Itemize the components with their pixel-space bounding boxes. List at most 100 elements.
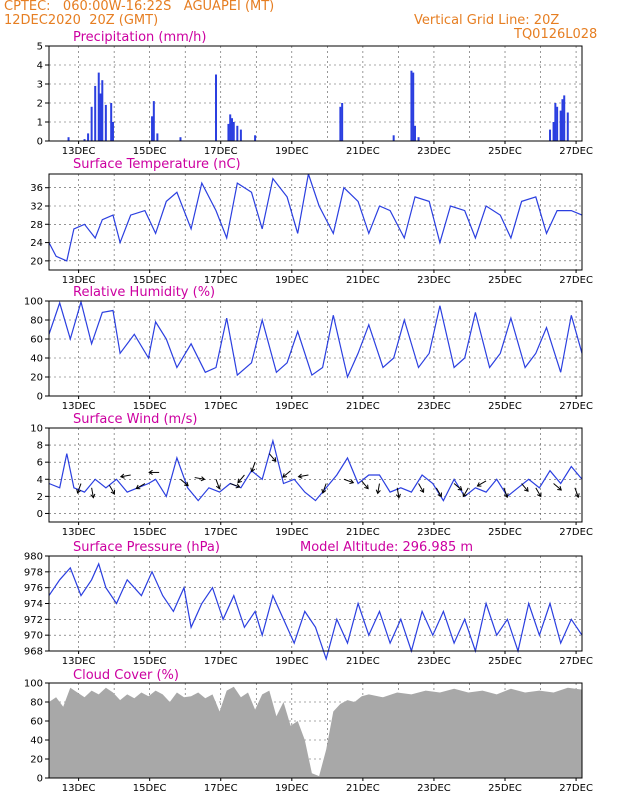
- panel-4: 968 970 972 974 976 978 980 13DEC 15DEC 17DEC 19DE…: [24, 540, 593, 667]
- wind-arrow: [215, 479, 220, 489]
- precip-bar: [563, 95, 566, 141]
- precip-bar: [410, 70, 413, 141]
- wind-arrow: [521, 483, 529, 492]
- wind-arrow-head: [419, 488, 425, 494]
- x-tick-label: 15DEC: [133, 275, 167, 286]
- wind-arrow: [553, 483, 562, 491]
- y-tick-label: 10: [30, 424, 43, 435]
- precip-bar: [99, 93, 102, 141]
- precip-bar: [412, 72, 415, 141]
- wind-arrow-head: [395, 493, 401, 499]
- wind-arrow-head: [235, 483, 241, 489]
- panel-1: 20 24 28 32 36 13DEC 15DEC 17DEC 19DEC 21DEC 23DEC…: [30, 157, 593, 286]
- x-tick-label: 17DEC: [204, 401, 238, 412]
- wind-arrow-head: [119, 473, 125, 479]
- y-tick-label: 2: [37, 99, 43, 110]
- panel-frame: [48, 427, 583, 523]
- precip-bar: [413, 125, 416, 141]
- y-tick-label: 20: [30, 373, 43, 384]
- precip-bar: [552, 122, 555, 141]
- y-tick-label: 1: [37, 118, 43, 129]
- wind-arrow: [574, 487, 579, 498]
- wind-arrow-head: [364, 484, 369, 490]
- wind-arrow: [237, 474, 245, 483]
- wind-arrow: [108, 485, 115, 495]
- x-tick-label: 17DEC: [204, 527, 238, 538]
- wind-arrow-head: [375, 489, 381, 495]
- wind-arrow-head: [437, 492, 442, 498]
- y-tick-label: 80: [30, 698, 43, 709]
- wind-arrow: [361, 480, 369, 489]
- wind-arrow-head: [476, 482, 482, 487]
- panel-title: Relative Humidity (%): [73, 285, 215, 300]
- x-tick-label: 21DEC: [346, 527, 380, 538]
- precip-bar: [254, 135, 257, 141]
- y-tick-label: 968: [24, 647, 43, 658]
- wind-arrow-head: [76, 488, 82, 494]
- panel-title: Precipitation (mm/h): [73, 30, 206, 45]
- wind-arrow: [91, 487, 94, 498]
- header-model-id: TQ0126L028: [514, 27, 598, 42]
- precip-bar: [341, 103, 344, 141]
- y-tick-label: 100: [24, 297, 43, 308]
- wind-arrow: [120, 474, 131, 478]
- wind-arrow: [298, 474, 309, 478]
- wind-arrow-head: [462, 492, 468, 498]
- precip-bar: [67, 137, 70, 141]
- x-tick-label: 25DEC: [488, 146, 522, 157]
- precip-bar: [554, 103, 557, 141]
- wind-arrow: [396, 487, 400, 498]
- x-tick-label: 23DEC: [417, 783, 451, 794]
- precip-bar: [83, 139, 86, 141]
- wind-arrow: [230, 483, 240, 488]
- y-tick-label: 4: [37, 61, 43, 72]
- x-tick-label: 17DEC: [204, 656, 238, 667]
- x-tick-label: 27DEC: [559, 527, 593, 538]
- x-tick-label: 23DEC: [417, 527, 451, 538]
- panel-3: 0 2 4 6 8 10 13DEC 15DEC 17DEC 19DEC 21DEC 23DEC 25D…: [30, 412, 593, 538]
- panel-frame: [48, 45, 583, 142]
- x-tick-label: 21DEC: [346, 146, 380, 157]
- y-tick-label: 974: [24, 599, 43, 610]
- y-tick-label: 0: [37, 774, 43, 785]
- wind-arrow: [477, 480, 487, 487]
- x-tick-label: 17DEC: [204, 783, 238, 794]
- y-tick-label: 4: [37, 475, 43, 486]
- precip-bar: [90, 106, 93, 141]
- x-tick-label: 17DEC: [204, 146, 238, 157]
- header-date: 12DEC2020 20Z (GMT): [4, 13, 159, 28]
- wind-arrow: [268, 453, 277, 462]
- y-tick-label: 978: [24, 567, 43, 578]
- x-tick-label: 17DEC: [204, 275, 238, 286]
- y-tick-label: 972: [24, 615, 43, 626]
- y-tick-label: 28: [30, 220, 43, 231]
- series-line: [48, 562, 583, 661]
- y-tick-label: 5: [37, 42, 43, 53]
- panel-5: 0 20 40 60 80 100 13DEC 15DEC 17DEC 19DEC 21DEC 23D…: [24, 668, 593, 794]
- precip-bar: [566, 112, 569, 141]
- y-tick-label: 32: [30, 202, 43, 213]
- x-tick-label: 27DEC: [559, 783, 593, 794]
- wind-arrow-head: [524, 487, 529, 492]
- precip-bar: [229, 114, 232, 141]
- precip-bar: [230, 118, 233, 141]
- series-line: [48, 299, 583, 379]
- precip-bar: [111, 122, 114, 141]
- precip-bar: [549, 129, 552, 141]
- wind-arrow: [322, 483, 327, 494]
- precip-bar: [97, 72, 100, 141]
- precip-bar: [110, 103, 113, 141]
- x-tick-label: 21DEC: [346, 783, 380, 794]
- wind-arrow: [503, 487, 508, 498]
- x-tick-label: 15DEC: [133, 527, 167, 538]
- wind-arrow-head: [148, 469, 153, 476]
- wind-arrow-head: [557, 486, 562, 491]
- wind-arrow-head: [135, 484, 141, 490]
- series-line: [48, 438, 583, 502]
- x-tick-label: 19DEC: [275, 146, 309, 157]
- wind-arrow-head: [271, 457, 277, 463]
- precip-bar: [239, 129, 242, 141]
- wind-arrow-head: [215, 484, 221, 490]
- y-tick-label: 980: [24, 552, 43, 563]
